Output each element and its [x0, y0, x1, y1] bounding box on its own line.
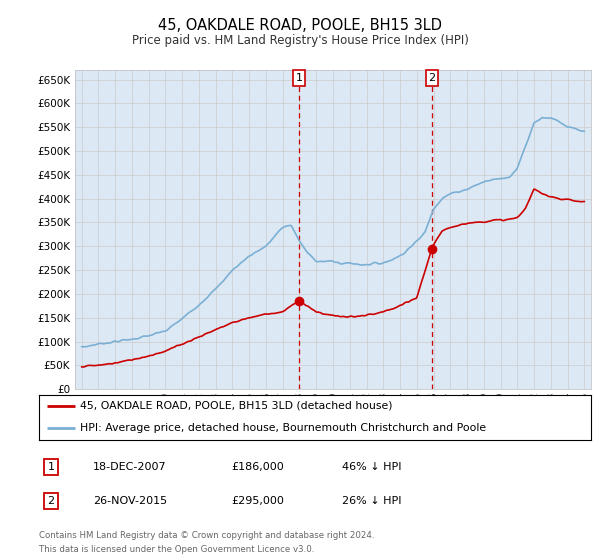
Text: Price paid vs. HM Land Registry's House Price Index (HPI): Price paid vs. HM Land Registry's House …: [131, 34, 469, 46]
Text: 26% ↓ HPI: 26% ↓ HPI: [342, 496, 401, 506]
Text: 45, OAKDALE ROAD, POOLE, BH15 3LD (detached house): 45, OAKDALE ROAD, POOLE, BH15 3LD (detac…: [80, 401, 393, 411]
Text: 1: 1: [295, 73, 302, 83]
Text: Contains HM Land Registry data © Crown copyright and database right 2024.: Contains HM Land Registry data © Crown c…: [39, 531, 374, 540]
Text: 45, OAKDALE ROAD, POOLE, BH15 3LD: 45, OAKDALE ROAD, POOLE, BH15 3LD: [158, 18, 442, 33]
Text: 26-NOV-2015: 26-NOV-2015: [93, 496, 167, 506]
Text: 2: 2: [47, 496, 55, 506]
Text: 46% ↓ HPI: 46% ↓ HPI: [342, 462, 401, 472]
Text: 1: 1: [47, 462, 55, 472]
Text: £295,000: £295,000: [231, 496, 284, 506]
Text: HPI: Average price, detached house, Bournemouth Christchurch and Poole: HPI: Average price, detached house, Bour…: [80, 423, 487, 433]
Text: £186,000: £186,000: [231, 462, 284, 472]
Text: 18-DEC-2007: 18-DEC-2007: [93, 462, 167, 472]
Text: This data is licensed under the Open Government Licence v3.0.: This data is licensed under the Open Gov…: [39, 545, 314, 554]
Text: 2: 2: [428, 73, 436, 83]
